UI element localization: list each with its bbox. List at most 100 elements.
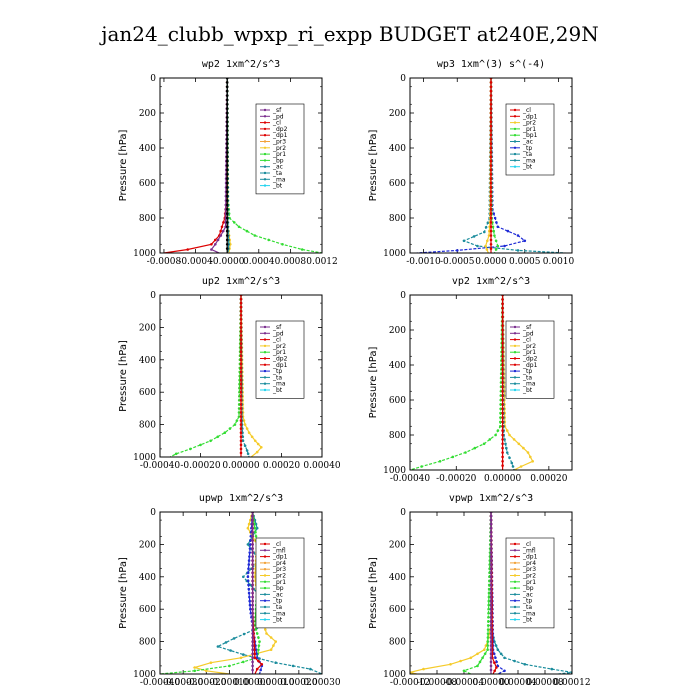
series-point bbox=[253, 526, 257, 530]
legend-marker bbox=[513, 363, 517, 366]
series-point bbox=[251, 551, 254, 554]
series-point bbox=[251, 543, 254, 546]
series-point bbox=[214, 238, 217, 242]
series-point bbox=[253, 439, 257, 443]
series-point bbox=[239, 443, 243, 447]
series-point bbox=[239, 334, 243, 337]
series-point bbox=[242, 575, 245, 579]
legend-entry: _pr2 bbox=[522, 343, 536, 350]
series-point bbox=[499, 425, 502, 428]
series-point bbox=[246, 579, 250, 583]
series-point bbox=[251, 583, 254, 587]
series-point bbox=[251, 648, 254, 651]
series-point bbox=[469, 656, 473, 660]
legend-entry: _pd bbox=[522, 330, 534, 337]
series-point bbox=[239, 386, 243, 390]
series-point bbox=[522, 446, 525, 450]
series-point bbox=[225, 168, 229, 172]
legend-marker bbox=[513, 108, 517, 112]
series-point bbox=[251, 640, 254, 643]
series-point bbox=[246, 526, 250, 530]
legend-entry: _pr2 bbox=[272, 343, 286, 350]
series-point bbox=[239, 415, 243, 418]
y-tick-label: 0 bbox=[150, 74, 156, 84]
series-point bbox=[508, 456, 511, 460]
series-point bbox=[476, 652, 479, 656]
series-point bbox=[505, 451, 509, 454]
series-point bbox=[489, 518, 493, 522]
y-tick-label: 600 bbox=[389, 605, 406, 615]
series-point bbox=[248, 603, 252, 607]
x-tick-label: -0.00012 bbox=[390, 678, 430, 688]
series-point bbox=[309, 667, 312, 671]
panel-title: wp3 1xm^(3) s^(-4) bbox=[437, 59, 545, 70]
legend-entry: _pr1 bbox=[522, 126, 536, 133]
series-point bbox=[503, 656, 506, 660]
series-point bbox=[489, 164, 493, 167]
series-point bbox=[253, 652, 256, 656]
legend-marker bbox=[263, 152, 267, 156]
series-point bbox=[420, 465, 423, 468]
series-point bbox=[225, 247, 229, 250]
legend-entry: _ta bbox=[522, 604, 532, 611]
series-point bbox=[489, 579, 493, 583]
y-tick-label: 600 bbox=[139, 388, 156, 398]
x-tick-label: -0.00008 bbox=[417, 678, 458, 688]
series-point bbox=[476, 664, 479, 668]
series-point bbox=[501, 407, 504, 411]
series-point bbox=[291, 664, 295, 668]
series-point bbox=[247, 587, 251, 591]
series-point bbox=[486, 636, 490, 639]
series-point bbox=[489, 208, 493, 211]
series-point bbox=[489, 571, 493, 575]
series-point bbox=[516, 234, 520, 237]
series-point bbox=[491, 225, 495, 229]
legend-entry: _bt bbox=[522, 164, 533, 171]
series-point bbox=[239, 423, 243, 426]
series-point bbox=[225, 216, 229, 220]
legend-entry: _pr2 bbox=[272, 573, 286, 580]
series-point bbox=[239, 354, 243, 358]
series-point bbox=[438, 460, 442, 463]
y-tick-label: 400 bbox=[389, 573, 406, 583]
series-point bbox=[486, 632, 490, 635]
series-point bbox=[501, 398, 504, 402]
series-point bbox=[483, 648, 486, 651]
series-point bbox=[489, 151, 493, 154]
series-point bbox=[487, 599, 491, 603]
legend-entry: _dp1 bbox=[272, 362, 288, 369]
y-axis-label: Pressure [hPa] bbox=[118, 340, 129, 412]
series-point bbox=[501, 363, 504, 367]
series-point bbox=[300, 248, 304, 251]
legend-entry: _ma bbox=[272, 610, 286, 617]
series-point bbox=[489, 668, 493, 672]
y-tick-label: 1000 bbox=[133, 670, 156, 680]
x-tick-label: -0.0008 bbox=[147, 257, 182, 267]
y-tick-label: 600 bbox=[139, 605, 156, 615]
series-point bbox=[269, 648, 273, 651]
y-tick-label: 400 bbox=[139, 356, 156, 366]
legend-entry: _pr3 bbox=[272, 566, 286, 573]
series-point bbox=[489, 129, 493, 132]
legend-marker bbox=[513, 159, 517, 162]
series-point bbox=[253, 234, 257, 237]
series-point bbox=[246, 452, 250, 456]
legend-marker bbox=[513, 612, 517, 615]
legend-entry: _ac bbox=[272, 591, 283, 598]
series-point bbox=[225, 243, 229, 246]
series-point bbox=[487, 612, 490, 615]
series-point bbox=[501, 311, 504, 314]
series-point bbox=[247, 563, 251, 566]
series-point bbox=[247, 559, 251, 562]
y-tick-label: 400 bbox=[389, 144, 406, 154]
series-point bbox=[505, 446, 508, 450]
series-point bbox=[251, 595, 254, 599]
series-point bbox=[239, 309, 243, 313]
legend-entry: _tp bbox=[522, 598, 532, 605]
series-point bbox=[489, 563, 493, 566]
x-tick-label: 0.00000 bbox=[234, 678, 271, 688]
legend-entry: _pr2 bbox=[272, 145, 286, 152]
legend-entry: _ma bbox=[272, 176, 286, 183]
series-point bbox=[251, 599, 254, 603]
y-tick-label: 800 bbox=[139, 214, 156, 224]
